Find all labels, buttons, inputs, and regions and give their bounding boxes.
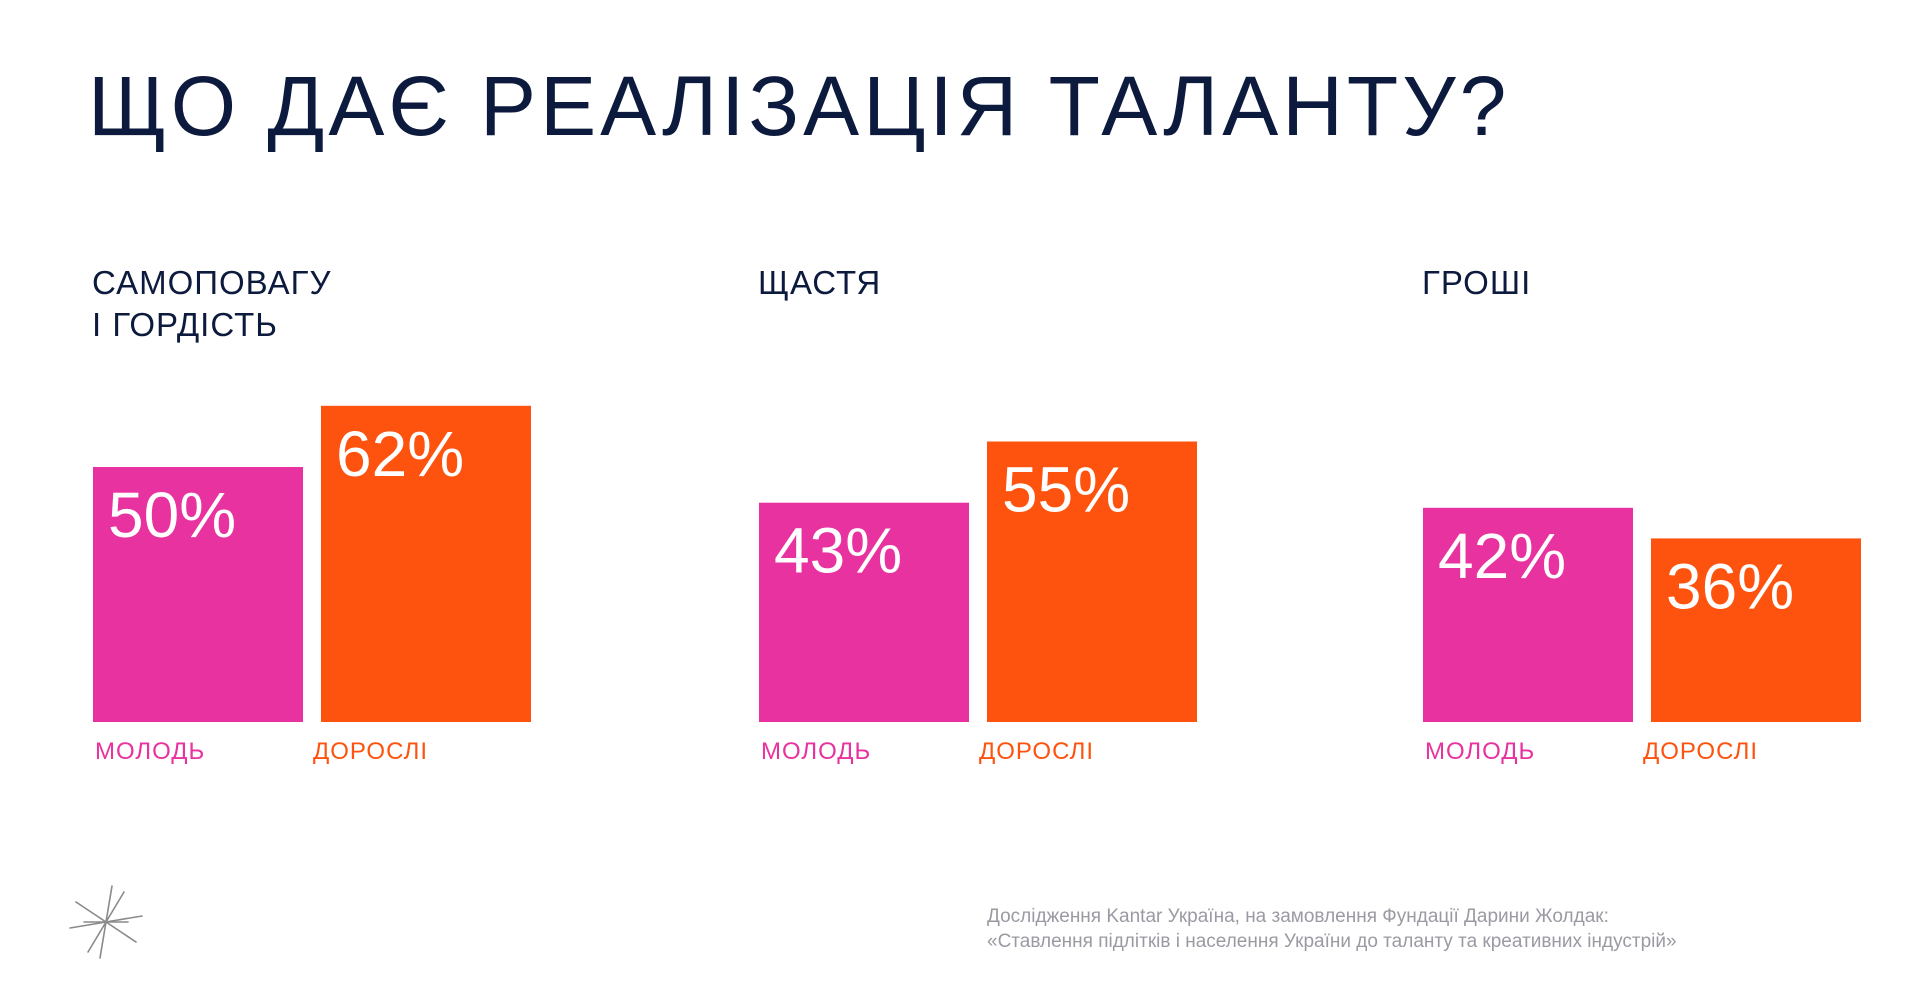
chart-title: ЩАСТЯ (758, 264, 882, 301)
category-label: ДОРОСЛІ (1643, 738, 1758, 765)
category-label: МОЛОДЬ (761, 738, 871, 765)
chart-title: ГРОШІ (1422, 264, 1532, 301)
bar-value-label: 62% (336, 418, 464, 490)
source-line-2: «Ставлення підлітків і населення України… (987, 931, 1677, 952)
chart-group-happiness: ЩАСТЯ 43% МОЛОДЬ 55% ДОРОСЛІ (754, 262, 1224, 782)
bar-adults (321, 405, 531, 722)
page-title: ЩО ДАЄ РЕАЛІЗАЦІЯ ТАЛАНТУ? (88, 59, 1511, 153)
chart-title: САМОПОВАГУ І ГОРДІСТЬ (92, 264, 332, 343)
chart-group-self-respect: САМОПОВАГУ І ГОРДІСТЬ 50% МОЛОДЬ 62% ДОРОСЛ… (88, 262, 558, 782)
bar-youth (93, 467, 303, 722)
asterisk-star-icon (69, 885, 143, 959)
bar-value-label: 43% (774, 515, 902, 587)
source-line-1: Дослідження Kantar Україна, на замовленн… (987, 906, 1609, 927)
bar-adults (1651, 538, 1861, 722)
bar-chart: 50% МОЛОДЬ 62% ДОРОСЛІ (93, 405, 531, 765)
bar-youth (759, 502, 969, 722)
category-label: МОЛОДЬ (95, 738, 205, 765)
bar-youth (1423, 507, 1633, 722)
bar-value-label: 36% (1666, 550, 1794, 622)
bar-value-label: 42% (1438, 520, 1566, 592)
bar-chart: 43% МОЛОДЬ 55% ДОРОСЛІ (759, 441, 1197, 765)
category-label: ДОРОСЛІ (313, 738, 428, 765)
category-label: МОЛОДЬ (1425, 738, 1535, 765)
source-note: Дослідження Kantar Україна, на замовленн… (987, 904, 1677, 954)
bar-chart: 42% МОЛОДЬ 36% ДОРОСЛІ (1423, 507, 1861, 765)
category-label: ДОРОСЛІ (979, 738, 1094, 765)
bar-value-label: 55% (1002, 454, 1130, 526)
chart-group-money: ГРОШІ 42% МОЛОДЬ 36% ДОРОСЛІ (1418, 262, 1888, 782)
bar-adults (987, 441, 1197, 722)
bar-value-label: 50% (108, 479, 236, 551)
